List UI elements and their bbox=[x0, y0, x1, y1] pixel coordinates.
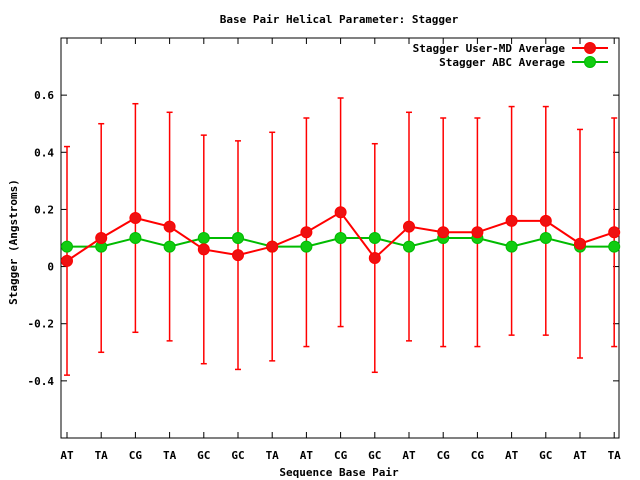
y-tick-label: 0.2 bbox=[34, 203, 54, 216]
data-point bbox=[300, 226, 313, 239]
plot-area-border bbox=[60, 37, 620, 439]
y-tick-label: -0.4 bbox=[28, 375, 55, 388]
x-tick-label: AT bbox=[300, 449, 314, 462]
x-tick-label: TA bbox=[163, 449, 177, 462]
legend-label: Stagger ABC Average bbox=[439, 56, 565, 69]
series-markers bbox=[61, 206, 621, 267]
y-tick-label: 0.6 bbox=[34, 89, 54, 102]
y-tick-label: -0.2 bbox=[28, 318, 55, 331]
data-point bbox=[163, 240, 176, 253]
x-axis-label: Sequence Base Pair bbox=[279, 466, 399, 479]
legend-label: Stagger User-MD Average bbox=[413, 42, 566, 55]
y-axis: -0.4 -0.2 0 0.2 0.4 0.6 bbox=[28, 89, 619, 388]
data-point bbox=[403, 220, 415, 233]
x-tick-label: TA bbox=[266, 449, 280, 462]
data-point bbox=[574, 237, 586, 250]
x-tick-label: AT bbox=[60, 449, 74, 462]
chart-title: Base Pair Helical Parameter: Stagger bbox=[220, 13, 459, 26]
data-point bbox=[266, 240, 279, 253]
legend-marker bbox=[584, 42, 596, 54]
data-point bbox=[403, 240, 415, 253]
x-tick-label: CG bbox=[471, 449, 485, 462]
y-tick-label: 0 bbox=[47, 261, 54, 274]
x-tick-label: GC bbox=[539, 449, 552, 462]
data-point bbox=[608, 240, 621, 253]
data-point bbox=[197, 243, 210, 256]
data-point bbox=[539, 232, 552, 244]
x-tick-label: AT bbox=[505, 449, 519, 462]
x-tick-label: GC bbox=[231, 449, 244, 462]
data-point bbox=[232, 249, 244, 262]
x-tick-label: TA bbox=[95, 449, 109, 462]
x-axis: AT TA CG TA GC GC TA AT CG GC AT CG CG AT GC AT TA bbox=[60, 38, 621, 462]
data-point bbox=[300, 240, 313, 253]
data-point bbox=[61, 240, 73, 253]
data-point bbox=[505, 240, 518, 253]
legend-marker bbox=[584, 56, 596, 68]
data-point bbox=[437, 226, 450, 239]
data-point bbox=[61, 254, 73, 267]
data-point bbox=[129, 212, 142, 224]
data-point bbox=[505, 214, 518, 227]
x-tick-label: CG bbox=[334, 449, 348, 462]
data-point bbox=[95, 232, 108, 244]
data-point bbox=[368, 232, 381, 244]
data-point bbox=[197, 232, 210, 244]
x-tick-label: GC bbox=[368, 449, 381, 462]
data-point bbox=[129, 232, 142, 244]
data-point bbox=[471, 226, 484, 239]
data-point bbox=[163, 220, 176, 233]
data-point bbox=[368, 252, 381, 264]
x-tick-label: GC bbox=[197, 449, 210, 462]
x-tick-label: AT bbox=[402, 449, 416, 462]
x-tick-label: AT bbox=[573, 449, 587, 462]
x-tick-label: CG bbox=[437, 449, 451, 462]
data-point bbox=[539, 214, 552, 227]
data-point bbox=[334, 232, 347, 244]
x-tick-label: CG bbox=[129, 449, 143, 462]
data-point bbox=[232, 232, 244, 244]
y-tick-label: 0.4 bbox=[34, 146, 54, 159]
data-point bbox=[608, 226, 621, 239]
data-point bbox=[334, 206, 347, 219]
x-tick-label: TA bbox=[608, 449, 622, 462]
y-axis-label: Stagger (Angstroms) bbox=[7, 179, 20, 305]
